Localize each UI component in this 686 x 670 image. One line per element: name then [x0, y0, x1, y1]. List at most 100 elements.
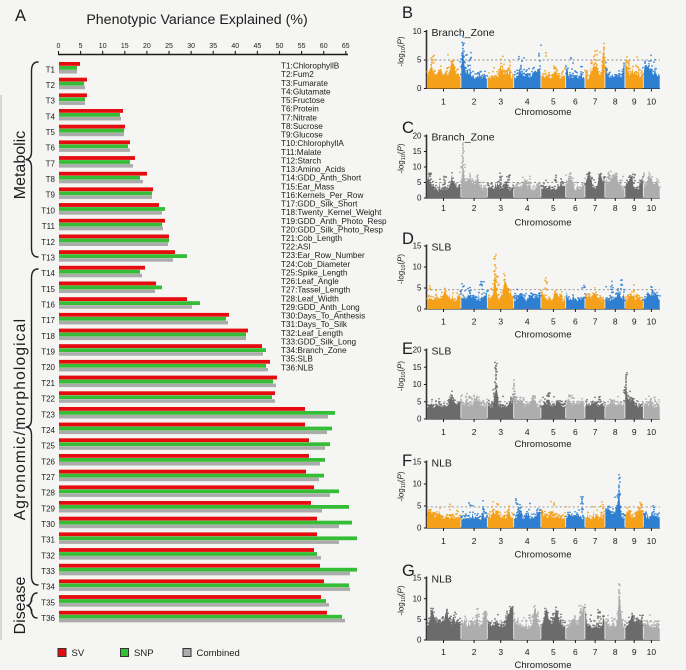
svg-text:65: 65 — [342, 43, 350, 50]
svg-text:10: 10 — [647, 317, 657, 327]
svg-text:5: 5 — [551, 647, 556, 657]
svg-text:T5:Fructose: T5:Fructose — [281, 96, 325, 105]
svg-text:T2:Fum2: T2:Fum2 — [281, 70, 314, 79]
svg-text:9: 9 — [632, 203, 637, 213]
svg-text:SLB: SLB — [432, 242, 452, 254]
svg-text:NLB: NLB — [432, 574, 452, 586]
svg-text:20: 20 — [413, 132, 422, 141]
svg-text:4: 4 — [525, 536, 530, 546]
svg-text:20: 20 — [143, 43, 151, 50]
svg-text:2: 2 — [472, 536, 477, 546]
svg-text:10: 10 — [647, 647, 657, 657]
svg-text:T1:ChlorophyllB: T1:ChlorophyllB — [281, 62, 340, 71]
svg-text:T24:Cob_Diameter: T24:Cob_Diameter — [281, 260, 350, 269]
svg-text:T8: T8 — [46, 175, 56, 184]
svg-text:9: 9 — [632, 536, 637, 546]
svg-text:1: 1 — [441, 203, 446, 213]
svg-text:9: 9 — [632, 647, 637, 657]
svg-text:9: 9 — [632, 97, 637, 107]
svg-text:T34:Branch_Zone: T34:Branch_Zone — [281, 346, 347, 355]
svg-text:7: 7 — [593, 97, 598, 107]
svg-text:T20:GDD_Silk_Photo_Resp: T20:GDD_Silk_Photo_Resp — [281, 225, 383, 234]
svg-text:3: 3 — [498, 647, 503, 657]
svg-text:T5: T5 — [46, 128, 56, 137]
svg-text:T25:Spike_Length: T25:Spike_Length — [281, 268, 348, 277]
svg-text:T30:Days_To_Anthesis: T30:Days_To_Anthesis — [281, 312, 365, 321]
svg-text:SLB: SLB — [432, 346, 452, 358]
svg-text:10: 10 — [413, 27, 422, 36]
svg-text:T26:Leaf_Angle: T26:Leaf_Angle — [281, 277, 339, 286]
svg-text:T31: T31 — [41, 536, 55, 545]
svg-text:SNP: SNP — [134, 648, 154, 659]
svg-text:-log10(P): -log10(P) — [397, 254, 408, 284]
svg-text:Phenotypic Variance Explained: Phenotypic Variance Explained (%) — [86, 12, 307, 28]
svg-text:Branch_Zone: Branch_Zone — [432, 132, 495, 144]
svg-text:T9: T9 — [46, 191, 56, 200]
svg-text:3: 3 — [498, 317, 503, 327]
svg-text:A: A — [15, 7, 26, 25]
svg-text:T35: T35 — [41, 598, 55, 607]
svg-text:2: 2 — [472, 647, 477, 657]
svg-text:T4: T4 — [46, 112, 56, 121]
svg-text:40: 40 — [231, 43, 239, 50]
svg-text:T27:Tassel_Length: T27:Tassel_Length — [281, 286, 351, 295]
svg-text:4: 4 — [525, 647, 530, 657]
svg-text:T36:NLB: T36:NLB — [281, 363, 314, 372]
svg-text:G: G — [402, 562, 415, 580]
svg-text:Metabolic: Metabolic — [12, 131, 29, 199]
svg-text:2: 2 — [472, 427, 477, 437]
svg-text:10: 10 — [647, 427, 657, 437]
svg-text:SV: SV — [72, 648, 85, 659]
svg-text:15: 15 — [413, 242, 422, 251]
svg-text:T28: T28 — [41, 489, 55, 498]
svg-text:10: 10 — [413, 263, 422, 272]
svg-text:T32: T32 — [41, 551, 55, 560]
svg-text:20: 20 — [413, 346, 422, 355]
svg-text:T26: T26 — [41, 457, 55, 466]
svg-text:3: 3 — [498, 97, 503, 107]
svg-text:4: 4 — [525, 97, 530, 107]
svg-text:T32:Leaf_Length: T32:Leaf_Length — [281, 329, 343, 338]
svg-text:T29: T29 — [41, 504, 55, 513]
svg-text:T9:Glucose: T9:Glucose — [281, 131, 323, 140]
svg-text:T33: T33 — [41, 567, 55, 576]
svg-text:T22:ASI: T22:ASI — [281, 243, 311, 252]
svg-text:10: 10 — [413, 380, 422, 389]
svg-text:60: 60 — [320, 43, 328, 50]
svg-text:0: 0 — [417, 636, 422, 645]
svg-text:T11: T11 — [42, 222, 56, 231]
svg-text:T31:Days_To_Silk: T31:Days_To_Silk — [281, 320, 348, 329]
svg-text:Chromosome: Chromosome — [514, 660, 571, 670]
svg-text:Chromosome: Chromosome — [514, 218, 571, 229]
svg-text:T25: T25 — [41, 442, 55, 451]
svg-text:Disease: Disease — [12, 577, 29, 635]
svg-text:D: D — [402, 230, 414, 248]
svg-text:50: 50 — [276, 43, 284, 50]
svg-text:T2: T2 — [46, 81, 56, 90]
svg-text:0: 0 — [417, 305, 422, 314]
svg-text:T23: T23 — [41, 410, 55, 419]
svg-text:5: 5 — [417, 56, 422, 65]
svg-text:8: 8 — [613, 536, 618, 546]
svg-text:T18:Twenty_Kernel_Weight: T18:Twenty_Kernel_Weight — [281, 208, 382, 217]
svg-text:10: 10 — [413, 163, 422, 172]
svg-text:6: 6 — [573, 203, 578, 213]
svg-text:5: 5 — [417, 284, 422, 293]
svg-text:T12:Starch: T12:Starch — [281, 156, 321, 165]
svg-text:T1: T1 — [46, 65, 56, 74]
svg-text:E: E — [402, 340, 413, 358]
svg-text:5: 5 — [551, 97, 556, 107]
svg-text:T27: T27 — [41, 473, 55, 482]
svg-text:15: 15 — [413, 574, 422, 583]
svg-text:3: 3 — [498, 427, 503, 437]
svg-text:1: 1 — [441, 317, 446, 327]
svg-text:8: 8 — [613, 203, 618, 213]
svg-text:T6:Protein: T6:Protein — [281, 105, 319, 114]
svg-text:T24: T24 — [41, 426, 55, 435]
svg-text:T36: T36 — [41, 614, 55, 623]
svg-text:NLB: NLB — [432, 458, 452, 470]
svg-text:T7: T7 — [46, 159, 56, 168]
svg-text:10: 10 — [647, 97, 657, 107]
svg-text:1: 1 — [441, 427, 446, 437]
svg-text:Chromosome: Chromosome — [514, 330, 571, 341]
